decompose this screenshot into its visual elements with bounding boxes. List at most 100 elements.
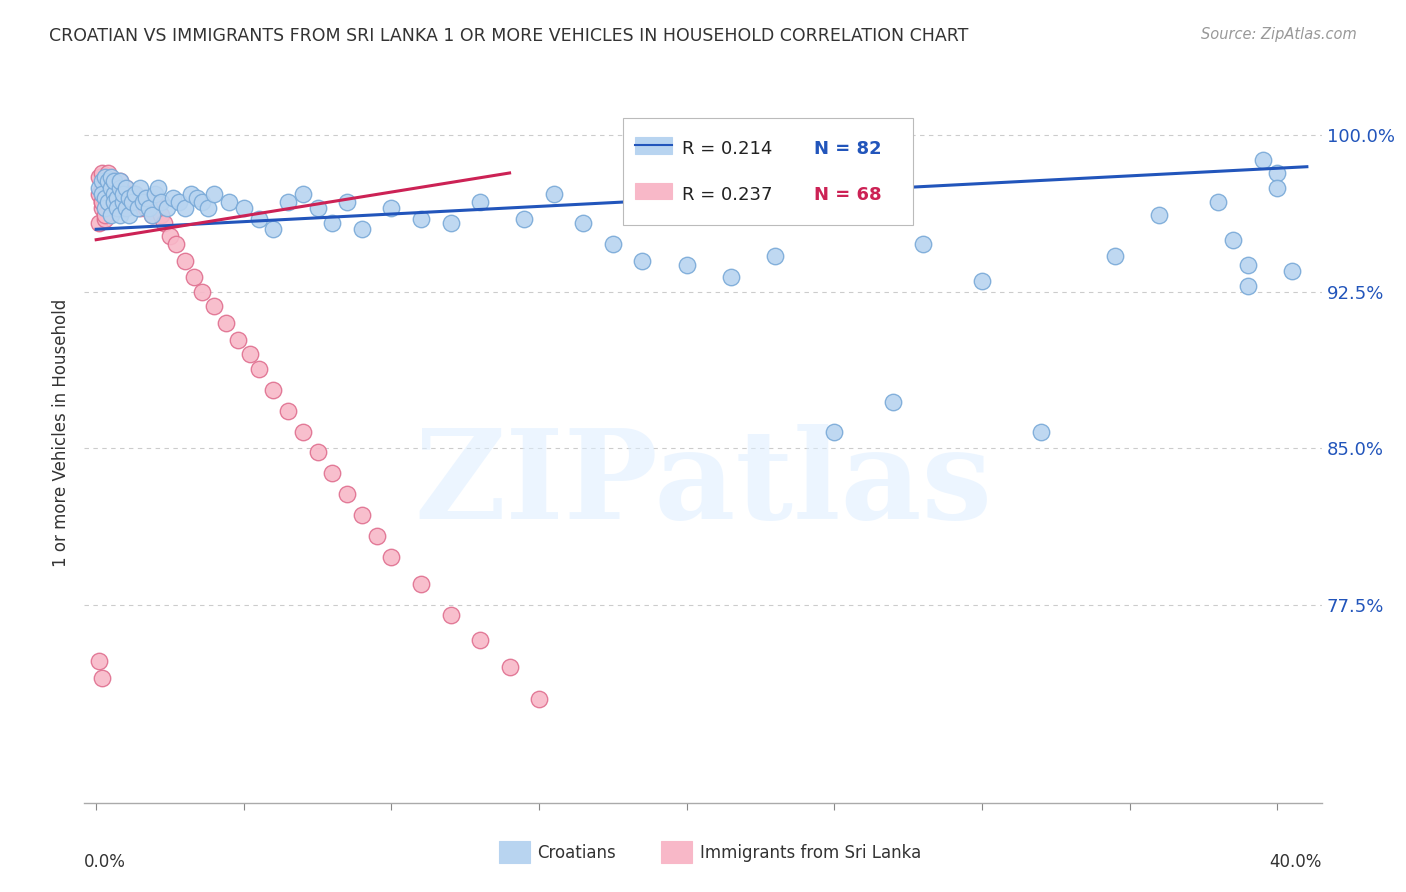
Point <box>970 274 993 288</box>
Point <box>153 216 176 230</box>
Point <box>114 195 136 210</box>
Point <box>1206 195 1229 210</box>
Point <box>100 186 122 201</box>
Text: Immigrants from Sri Lanka: Immigrants from Sri Lanka <box>700 844 921 862</box>
Point <box>277 403 299 417</box>
Point <box>105 202 128 216</box>
Point <box>215 316 238 330</box>
Point <box>111 202 134 216</box>
Point <box>91 671 114 685</box>
Point <box>100 202 122 216</box>
Point <box>143 195 166 210</box>
Point <box>602 236 624 251</box>
Point <box>631 253 654 268</box>
Point <box>103 174 125 188</box>
Point <box>572 216 595 230</box>
Point <box>1147 208 1170 222</box>
Point <box>321 467 343 481</box>
Point <box>513 211 536 226</box>
Point <box>91 180 114 194</box>
Point <box>138 202 160 216</box>
Point <box>197 202 219 216</box>
Point <box>132 191 155 205</box>
Text: R = 0.214: R = 0.214 <box>682 140 772 158</box>
Point <box>1281 264 1303 278</box>
Point <box>409 211 432 226</box>
Point <box>103 195 125 210</box>
Point <box>111 195 134 210</box>
Point <box>114 180 136 194</box>
Point <box>150 208 173 222</box>
Point <box>97 180 120 194</box>
Text: R = 0.237: R = 0.237 <box>682 186 772 204</box>
Point <box>527 691 550 706</box>
Point <box>129 202 152 216</box>
Point <box>180 186 202 201</box>
Text: 40.0%: 40.0% <box>1270 853 1322 871</box>
Point <box>105 202 128 216</box>
Point <box>173 253 195 268</box>
Point <box>380 202 402 216</box>
Point <box>108 180 131 194</box>
Point <box>91 202 114 216</box>
Point <box>291 425 314 439</box>
Point <box>439 216 461 230</box>
Point <box>89 216 111 230</box>
Point <box>94 211 117 226</box>
Point <box>165 236 187 251</box>
Point <box>543 186 565 201</box>
Point <box>262 222 284 236</box>
Point <box>91 174 114 188</box>
Point <box>1236 258 1258 272</box>
Point <box>468 633 491 648</box>
Text: Croatians: Croatians <box>537 844 616 862</box>
Point <box>135 202 157 216</box>
Point <box>114 180 136 194</box>
Point <box>232 202 254 216</box>
Point <box>118 186 141 201</box>
Point <box>823 425 845 439</box>
Point <box>100 170 122 185</box>
Point <box>108 208 131 222</box>
Point <box>763 249 786 263</box>
Point <box>1251 153 1274 168</box>
Point <box>380 549 402 564</box>
Point <box>148 202 170 216</box>
Point <box>183 270 205 285</box>
Point <box>1029 425 1052 439</box>
Point <box>336 195 359 210</box>
Point <box>167 195 190 210</box>
Point <box>127 202 149 216</box>
Point <box>94 208 117 222</box>
Point <box>94 202 117 216</box>
Point <box>121 195 143 210</box>
Point <box>114 202 136 216</box>
Point <box>89 170 111 185</box>
Point <box>350 222 373 236</box>
Point <box>89 180 111 194</box>
FancyBboxPatch shape <box>623 118 914 226</box>
Point <box>127 195 149 210</box>
Point <box>202 186 225 201</box>
Point <box>135 191 157 205</box>
Point <box>675 258 697 272</box>
Point <box>97 195 120 210</box>
Text: Source: ZipAtlas.com: Source: ZipAtlas.com <box>1201 27 1357 42</box>
Point <box>129 180 152 194</box>
Point <box>262 383 284 397</box>
Point <box>108 174 131 188</box>
Point <box>97 166 120 180</box>
Point <box>103 195 125 210</box>
Point <box>911 236 934 251</box>
Point <box>1265 166 1288 180</box>
Text: ZIPatlas: ZIPatlas <box>413 424 993 545</box>
Point <box>97 174 120 188</box>
Point <box>350 508 373 522</box>
Point <box>191 195 214 210</box>
Point <box>1222 233 1244 247</box>
Point <box>103 186 125 201</box>
Text: N = 82: N = 82 <box>814 140 882 158</box>
Point <box>882 395 904 409</box>
Point <box>97 195 120 210</box>
Point <box>336 487 359 501</box>
